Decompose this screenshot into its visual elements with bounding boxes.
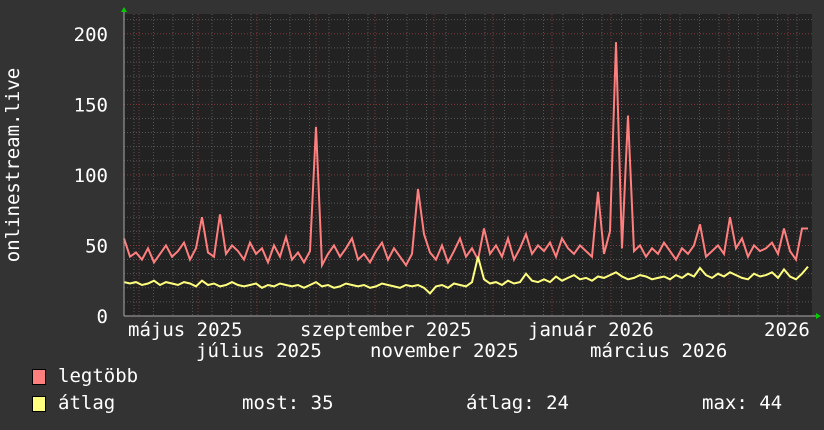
legend-label-max: legtöbb [58, 365, 139, 387]
stat-average: átlag: 24 [466, 392, 569, 414]
y-tick-label: 0 [97, 306, 108, 328]
stat-current: most: 35 [242, 392, 334, 414]
plot-area [124, 14, 812, 316]
legend-swatch-avg [32, 396, 46, 412]
y-tick-label: 100 [74, 165, 108, 187]
y-tick-label: 200 [74, 24, 108, 46]
x-axis-arrow-icon [816, 313, 821, 319]
legend-swatch-max [32, 369, 46, 385]
x-tick-label: július 2025 [196, 340, 322, 362]
x-tick-label: 2026 [764, 319, 810, 341]
x-tick-label: március 2026 [590, 340, 727, 362]
y-tick-label: 50 [85, 235, 108, 257]
x-tick-label: május 2025 [128, 319, 242, 341]
stat-maximum: max: 44 [702, 392, 783, 414]
y-axis-arrow-icon [121, 7, 127, 12]
x-tick-label: november 2025 [370, 340, 519, 362]
legend-label-avg: átlag [58, 392, 116, 414]
y-tick-label: 150 [74, 94, 108, 116]
x-tick-label: szeptember 2025 [300, 319, 472, 341]
series-line-max [123, 42, 808, 269]
series-line-avg [123, 256, 809, 295]
x-tick-label: január 2026 [528, 319, 654, 341]
y-axis-label: onlinestream.live [2, 68, 24, 262]
